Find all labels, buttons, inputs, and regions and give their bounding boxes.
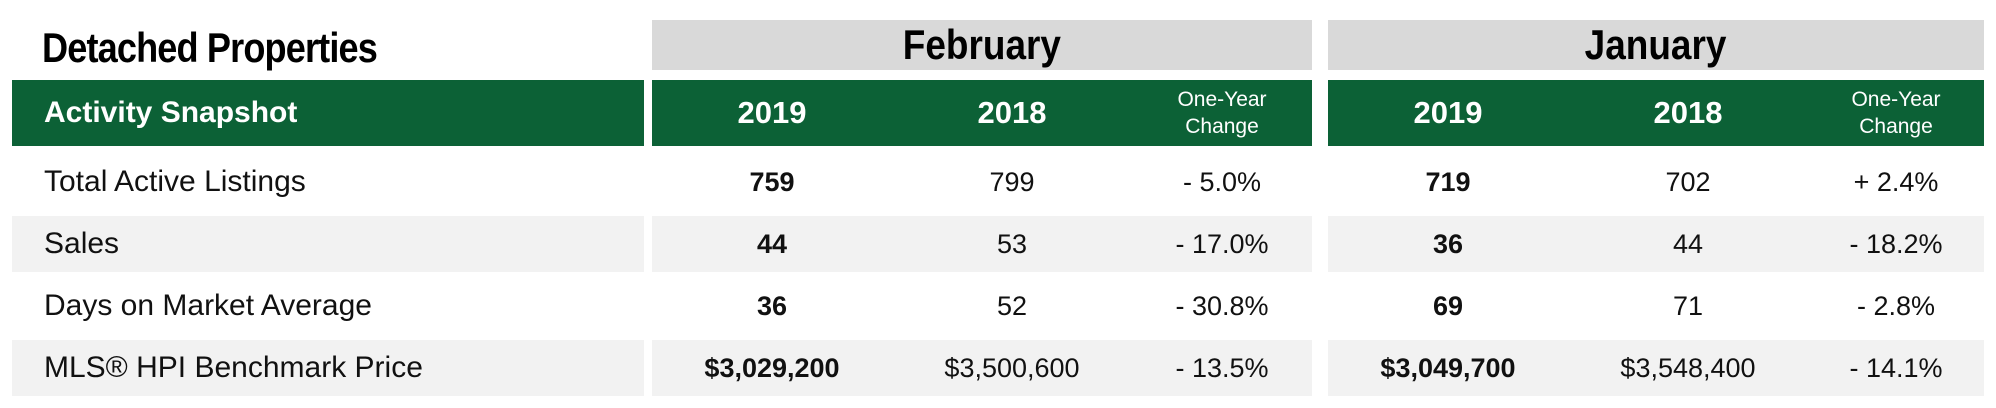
jan-change-value: + 2.4%: [1853, 167, 1939, 197]
jan-2019-value: 36: [1432, 229, 1464, 259]
feb-year-2019: 2019: [737, 95, 807, 130]
feb-2019-value: 44: [756, 229, 788, 259]
jan-change-value: - 18.2%: [1849, 229, 1943, 259]
activity-snapshot-label: Activity Snapshot: [44, 96, 298, 129]
table-row-january: 36 44 - 18.2%: [1328, 216, 1984, 272]
jan-2018-value: 702: [1665, 167, 1711, 197]
table-row-february: 44 53 - 17.0%: [652, 216, 1312, 272]
feb-2019-value: $3,029,200: [704, 353, 840, 383]
row-label-total-active-listings: Total Active Listings: [44, 165, 306, 198]
table-row-january: 719 702 + 2.4%: [1328, 154, 1984, 210]
february-column-headers: 2019 2018 One-Year Change: [652, 80, 1312, 146]
table-row-january: $3,049,700 $3,548,400 - 14.1%: [1328, 340, 1984, 396]
jan-change-value: - 14.1%: [1849, 353, 1943, 383]
month-header-february: February: [652, 20, 1312, 70]
jan-2019-value: $3,049,700: [1380, 353, 1516, 383]
feb-2018-value: $3,500,600: [944, 353, 1080, 383]
table-row-february: 759 799 - 5.0%: [652, 154, 1312, 210]
feb-2019-value: 36: [756, 291, 788, 321]
feb-change-value: - 17.0%: [1175, 229, 1269, 259]
feb-year-2018: 2018: [977, 95, 1047, 130]
table-row-label: Days on Market Average: [12, 278, 644, 334]
jan-year-2019: 2019: [1413, 95, 1483, 130]
feb-2019-value: 759: [749, 167, 795, 197]
table-row-label: Total Active Listings: [12, 154, 644, 210]
feb-change-value: - 5.0%: [1182, 167, 1262, 197]
page-title: Detached Properties: [42, 24, 378, 71]
row-label-sales: Sales: [44, 227, 120, 260]
jan-2019-value: 719: [1425, 167, 1471, 197]
jan-2019-value: 69: [1432, 291, 1464, 321]
feb-2018-value: 799: [989, 167, 1035, 197]
table-row-label: Sales: [12, 216, 644, 272]
feb-one-year-change-header: One-Year Change: [1177, 88, 1267, 138]
jan-2018-value: 44: [1672, 229, 1704, 259]
table-row-february: 36 52 - 30.8%: [652, 278, 1312, 334]
table-row-february: $3,029,200 $3,500,600 - 13.5%: [652, 340, 1312, 396]
row-label-days-on-market: Days on Market Average: [44, 289, 372, 322]
table-row-label: MLS® HPI Benchmark Price: [12, 340, 644, 396]
month-header-january: January: [1328, 20, 1984, 70]
feb-change-value: - 30.8%: [1175, 291, 1269, 321]
jan-2018-value: $3,548,400: [1620, 353, 1756, 383]
feb-change-value: - 13.5%: [1175, 353, 1269, 383]
row-label-hpi-benchmark-price: MLS® HPI Benchmark Price: [44, 351, 423, 384]
feb-2018-value: 52: [996, 291, 1028, 321]
table-row-january: 69 71 - 2.8%: [1328, 278, 1984, 334]
jan-change-value: - 2.8%: [1856, 291, 1936, 321]
jan-one-year-change-header: One-Year Change: [1851, 88, 1941, 138]
jan-2018-value: 71: [1672, 291, 1704, 321]
feb-2018-value: 53: [996, 229, 1028, 259]
january-column-headers: 2019 2018 One-Year Change: [1328, 80, 1984, 146]
activity-snapshot-header: Activity Snapshot: [12, 80, 644, 146]
jan-year-2018: 2018: [1653, 95, 1723, 130]
